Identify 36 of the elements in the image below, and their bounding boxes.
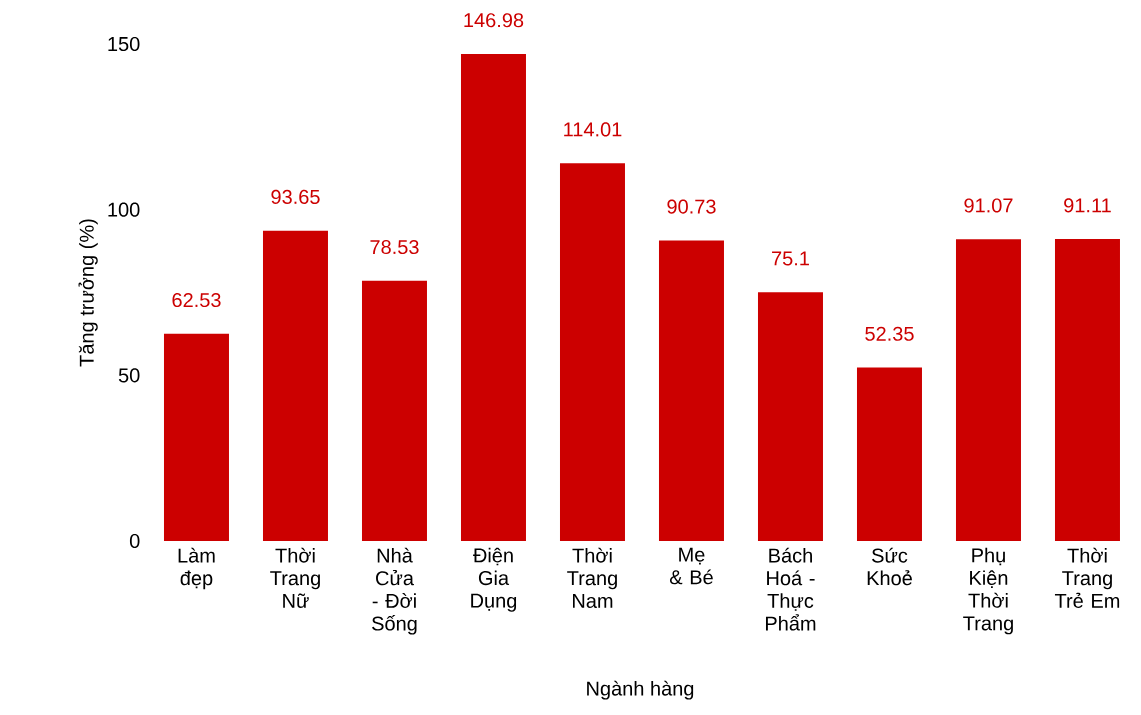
bar <box>1054 239 1120 541</box>
x-axis-title: Ngành hàng <box>587 680 694 700</box>
x-tick-label: Nhà Cửa - Đời Sống <box>372 547 417 635</box>
bar <box>757 292 823 541</box>
x-tick-label: Thời Trang Nam <box>567 547 617 608</box>
data-label: 52.35 <box>865 326 914 341</box>
data-label: 90.73 <box>667 199 716 214</box>
y-tick-label: 0 <box>129 533 140 549</box>
data-label: 114.01 <box>564 122 622 137</box>
bar <box>955 239 1021 541</box>
y-tick-label: 150 <box>108 36 140 52</box>
bar <box>163 333 229 541</box>
bar <box>658 240 724 541</box>
bar <box>856 367 922 541</box>
data-label: 62.53 <box>172 292 221 308</box>
x-tick-label: Điện Gia Dụng <box>471 547 517 612</box>
bar <box>262 230 328 541</box>
x-tick-label: Bách Hoá - Thực Phẩm <box>765 547 816 631</box>
x-tick-label: Phụ Kiện Thời Trang <box>963 547 1013 635</box>
x-tick-label: Thời Trang Nữ <box>270 547 320 608</box>
x-tick-label: Sức Khoẻ <box>867 547 912 586</box>
x-tick-label: Mẹ & Bé <box>669 547 713 585</box>
data-label: 93.65 <box>271 189 320 204</box>
data-label: 91.11 <box>1064 198 1111 213</box>
data-label: 78.53 <box>370 239 419 255</box>
x-tick-label: Thời Trang Trẻ Em <box>1054 547 1120 608</box>
y-axis-title: Tăng trưởng (%) <box>78 219 98 367</box>
y-tick-label: 100 <box>108 202 140 217</box>
data-label: 75.1 <box>772 251 809 266</box>
data-label: 146.98 <box>464 13 524 28</box>
y-tick-label: 50 <box>118 368 140 383</box>
data-label: 91.07 <box>964 198 1013 213</box>
bar <box>559 163 625 541</box>
bar <box>460 54 526 541</box>
x-tick-label: Làm đẹp <box>178 547 215 590</box>
bar <box>361 280 427 541</box>
